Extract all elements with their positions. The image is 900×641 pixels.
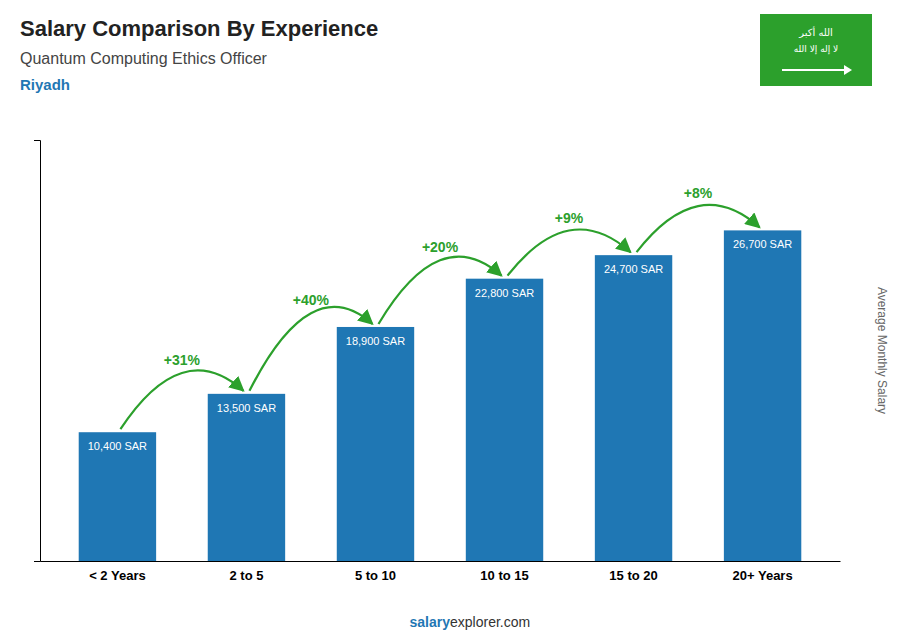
x-tick-label: 5 to 10 xyxy=(355,568,396,583)
x-tick: 2 to 5 xyxy=(229,568,263,583)
x-tick-label: 15 to 20 xyxy=(609,568,657,583)
city: Riyadh xyxy=(20,76,70,93)
x-tick: 20+ Years xyxy=(733,568,793,583)
chart-canvas: Salary Comparison By Experience Quantum C… xyxy=(0,0,900,641)
x-tick-label: 10 to 15 xyxy=(480,568,528,583)
title: Salary Comparison By Experience xyxy=(20,16,378,41)
bar xyxy=(79,432,156,561)
footer: explorer.com xyxy=(450,614,530,630)
flag-text: الله أكبر xyxy=(798,26,833,38)
data-label: 22,800 SAR xyxy=(475,287,534,299)
x-tick-label: 20+ Years xyxy=(733,568,793,583)
marks xyxy=(79,205,802,561)
x-tick: 10 to 15 xyxy=(480,568,528,583)
flag-sword xyxy=(782,69,846,71)
flag-sword-tip xyxy=(844,65,852,75)
flag: الله أكبر لا إله إلا الله xyxy=(760,14,872,86)
data-label: 18,900 SAR xyxy=(346,335,405,347)
flag-background xyxy=(760,14,872,86)
x-axis: < 2 Years 2 to 5 5 to 10 10 to 15 15 to 20 20… xyxy=(41,562,841,584)
data-label: 26,700 SAR xyxy=(733,238,792,250)
growth-arrow xyxy=(249,307,372,391)
bar xyxy=(466,279,543,561)
y-axis-title: Average Monthly Salary xyxy=(875,287,889,414)
footer: salary xyxy=(410,614,451,630)
subtitle: Quantum Computing Ethics Officer xyxy=(20,50,268,67)
plot: < 2 Years 2 to 5 5 to 10 10 to 15 15 to 20 20… xyxy=(34,141,841,584)
bar xyxy=(208,394,285,561)
bar xyxy=(595,255,672,561)
growth-label: +8% xyxy=(684,185,713,201)
x-tick: 5 to 10 xyxy=(355,568,396,583)
growth-label: +40% xyxy=(293,292,330,308)
x-tick-label: 2 to 5 xyxy=(229,568,263,583)
labels: 10,400 SAR 13,500 SAR 18,900 SAR 22,800 SAR… xyxy=(88,185,793,452)
growth-label: +20% xyxy=(422,239,459,255)
bar xyxy=(724,230,801,561)
flag-text: لا إله إلا الله xyxy=(794,44,838,55)
growth-arrow xyxy=(120,370,243,429)
x-tick: 15 to 20 xyxy=(609,568,657,583)
x-axis-line xyxy=(41,561,841,562)
data-label: 13,500 SAR xyxy=(217,402,276,414)
y-axis xyxy=(34,141,41,562)
bar xyxy=(337,327,414,561)
x-tick: < 2 Years xyxy=(89,568,146,583)
growth-label: +31% xyxy=(164,352,201,368)
y-axis-line xyxy=(34,141,41,562)
growth-label: +9% xyxy=(555,210,584,226)
x-tick-label: < 2 Years xyxy=(89,568,146,583)
data-label: 24,700 SAR xyxy=(604,263,663,275)
data-label: 10,400 SAR xyxy=(88,440,147,452)
